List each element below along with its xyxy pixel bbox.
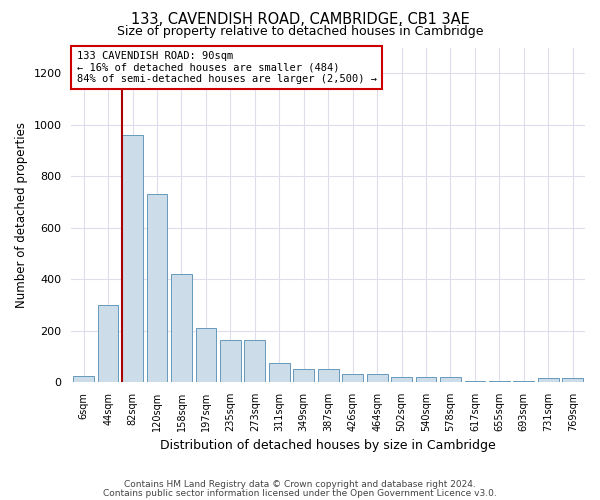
Bar xyxy=(391,378,412,382)
Bar xyxy=(562,378,583,382)
Bar xyxy=(538,378,559,382)
Text: 133 CAVENDISH ROAD: 90sqm
← 16% of detached houses are smaller (484)
84% of semi: 133 CAVENDISH ROAD: 90sqm ← 16% of detac… xyxy=(77,51,377,84)
Bar xyxy=(146,194,167,382)
Text: Contains HM Land Registry data © Crown copyright and database right 2024.: Contains HM Land Registry data © Crown c… xyxy=(124,480,476,489)
Bar xyxy=(98,305,118,382)
Text: 133, CAVENDISH ROAD, CAMBRIDGE, CB1 3AE: 133, CAVENDISH ROAD, CAMBRIDGE, CB1 3AE xyxy=(131,12,469,28)
Bar xyxy=(440,378,461,382)
Text: Size of property relative to detached houses in Cambridge: Size of property relative to detached ho… xyxy=(117,25,483,38)
Bar xyxy=(220,340,241,382)
Text: Contains public sector information licensed under the Open Government Licence v3: Contains public sector information licen… xyxy=(103,488,497,498)
Bar xyxy=(367,374,388,382)
Bar xyxy=(342,374,363,382)
Bar xyxy=(318,369,338,382)
Bar xyxy=(73,376,94,382)
Bar xyxy=(244,340,265,382)
X-axis label: Distribution of detached houses by size in Cambridge: Distribution of detached houses by size … xyxy=(160,440,496,452)
Bar xyxy=(293,369,314,382)
Bar xyxy=(416,378,436,382)
Y-axis label: Number of detached properties: Number of detached properties xyxy=(15,122,28,308)
Bar xyxy=(122,135,143,382)
Bar xyxy=(196,328,217,382)
Bar xyxy=(171,274,192,382)
Bar xyxy=(269,363,290,382)
